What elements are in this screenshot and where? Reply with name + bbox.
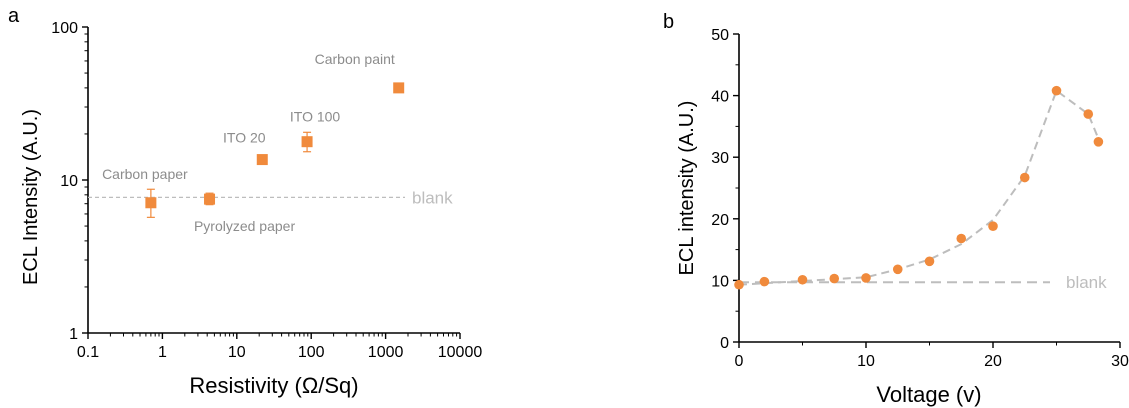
x-tick-label-a: 0.1: [77, 344, 99, 361]
x-axis-title-a: Resistivity (Ω/Sq): [189, 373, 358, 398]
x-tick-label-b: 30: [1111, 353, 1129, 370]
data-point-b: [861, 273, 871, 283]
x-tick-label-b: 20: [984, 353, 1002, 370]
data-point-b: [892, 264, 903, 275]
x-tick-label-a: 10: [228, 344, 246, 361]
panel-b: b ECL intensity (A.U.) Voltage (v) 0 10 20…: [663, 11, 1129, 407]
x-tick-label-a: 1000: [368, 344, 404, 361]
y-axis-title-a: ECL Intensity (A.U.): [20, 109, 42, 285]
blank-label-b: blank: [1066, 273, 1107, 292]
x-tick-label-b: 10: [857, 353, 875, 370]
data-point-b: [956, 233, 967, 244]
data-point-a: [256, 154, 268, 166]
plot-area-b: 0 10 20 30 0 10 20 30 40 50 blank: [711, 27, 1129, 370]
x-axis-title-b: Voltage (v): [876, 382, 981, 407]
data-point-b: [759, 276, 770, 287]
data-point-a: [301, 136, 313, 148]
point-label-a: Pyrolyzed paper: [194, 218, 296, 234]
y-tick-label-b: 50: [711, 27, 729, 44]
y-tick-label-b: 0: [720, 335, 729, 352]
point-label-a: ITO 20: [223, 130, 266, 146]
data-point-b: [734, 279, 744, 290]
y-tick-label-b: 40: [711, 89, 729, 106]
data-point-b: [924, 256, 935, 267]
x-tick-label-a: 1: [158, 344, 167, 361]
data-point-a: [393, 82, 405, 94]
point-label-a: Carbon paint: [315, 51, 395, 67]
data-point-b: [1019, 172, 1030, 183]
trend-line-b: [738, 89, 1100, 286]
point-label-a: ITO 100: [290, 109, 341, 125]
y-tick-label-a: 1: [69, 326, 78, 343]
x-tick-label-b: 0: [735, 353, 744, 370]
x-tick-label-a: 100: [298, 344, 325, 361]
point-label-a: Carbon paper: [102, 166, 188, 182]
data-point-b: [1051, 85, 1062, 96]
data-point-b: [1093, 137, 1104, 147]
data-point-b: [829, 273, 840, 284]
data-point-b: [988, 221, 998, 231]
y-tick-label-b: 30: [711, 150, 729, 167]
panel-label-a: a: [8, 5, 20, 27]
y-tick-label-b: 20: [711, 212, 729, 229]
data-point-b: [1083, 109, 1094, 119]
blank-label-a: blank: [412, 188, 453, 207]
y-tick-label-a: 10: [60, 173, 78, 190]
data-point-b: [797, 274, 808, 285]
y-tick-label-a: 100: [51, 20, 78, 37]
data-point-a: [204, 193, 216, 205]
y-tick-label-b: 10: [711, 273, 729, 290]
x-tick-label-a: 10000: [438, 344, 483, 361]
data-point-a: [145, 197, 157, 209]
panel-label-b: b: [663, 11, 674, 33]
panel-a: a ECL Intensity (A.U.) Resistivity (Ω/Sq…: [8, 5, 482, 398]
y-axis-title-b: ECL intensity (A.U.): [676, 101, 698, 276]
